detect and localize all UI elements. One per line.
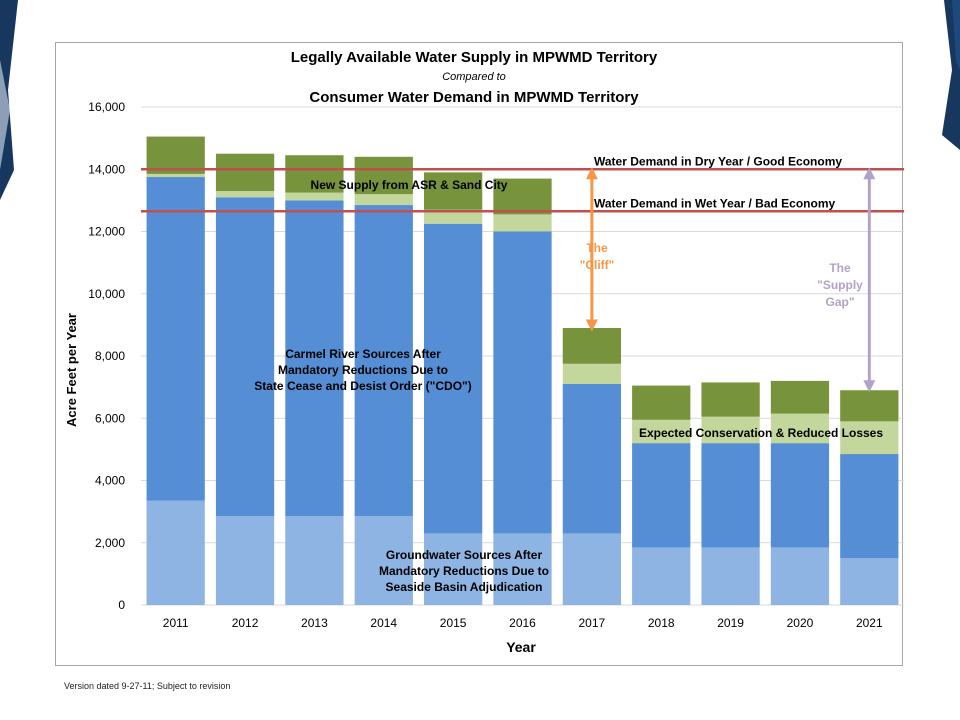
x-tick-label: 2021: [856, 616, 883, 630]
bar-segment-groundwater: [285, 516, 344, 605]
bar-segment-new_supply: [146, 136, 205, 174]
bar-segment-groundwater: [770, 547, 830, 605]
x-tick-label: 2017: [579, 616, 606, 630]
bar-segment-conservation: [285, 192, 344, 201]
bar-segment-new_supply: [424, 172, 483, 210]
annotation-text: New Supply from ASR & Sand City: [311, 178, 508, 192]
chart-subtitle: Compared to: [442, 71, 506, 83]
bar-segment-new_supply: [215, 153, 275, 192]
annotation-text: The: [829, 261, 851, 275]
bar-segment-conservation: [701, 416, 760, 444]
x-tick-label: 2020: [787, 616, 814, 630]
x-tick-label: 2018: [648, 616, 675, 630]
y-axis-title: Acre Feet per Year: [64, 313, 79, 427]
annotation-text: Mandatory Reductions Due to: [379, 564, 549, 578]
axis-ticks: 0 2,000 4,000 6,000 8,000 10,000 12,000 14,000 1…: [88, 100, 883, 630]
y-tick-label: 10,000: [88, 287, 125, 301]
bar-segment-new_supply: [562, 327, 621, 364]
x-tick-label: 2011: [163, 616, 189, 630]
annotation-text: "Supply: [817, 278, 863, 292]
version-footnote: Version dated 9-27-11; Subject to revisi…: [64, 681, 231, 691]
chart-frame: Legally Available Water Supply in MPWMD …: [55, 42, 904, 666]
bar-segment-conservation: [493, 214, 552, 232]
bar-segment-groundwater: [354, 516, 413, 605]
x-tick-label: 2014: [370, 616, 397, 630]
bar-segment-new_supply: [701, 382, 760, 417]
bar-segment-groundwater: [840, 558, 899, 605]
stacked-bar-chart: Legally Available Water Supply in MPWMD …: [64, 49, 904, 655]
bar-segment-carmel: [840, 454, 899, 559]
x-tick-label: 2015: [440, 616, 467, 630]
x-tick-label: 2016: [509, 616, 536, 630]
chart-title: Legally Available Water Supply in MPWMD …: [291, 49, 658, 66]
bar-segment-new_supply: [840, 390, 899, 422]
annotation-text: Mandatory Reductions Due to: [278, 363, 448, 377]
bar-segment-new_supply: [354, 156, 413, 195]
bar-segment-groundwater: [632, 547, 691, 605]
bar-segment-groundwater: [493, 533, 552, 605]
chart-title-2: Consumer Water Demand in MPWMD Territory: [309, 89, 639, 106]
annotation-text: Gap": [825, 295, 854, 309]
demand-lines: Water Demand in Dry Year / Good Economy W…: [141, 154, 904, 213]
bar-segment-new_supply: [632, 385, 691, 420]
corner-decoration-top-left: [0, 0, 18, 200]
bar-segment-carmel: [146, 177, 205, 501]
annotation-text: Carmel River Sources After: [285, 347, 441, 361]
bar-segment-conservation: [770, 413, 830, 444]
bar-segment-carmel: [424, 223, 483, 534]
y-tick-label: 14,000: [88, 162, 125, 176]
demand-line-label: Water Demand in Wet Year / Bad Economy: [594, 196, 836, 210]
bars: [146, 136, 899, 605]
bar-segment-groundwater: [701, 547, 760, 605]
bar-segment-new_supply: [493, 178, 552, 215]
corner-decoration-top-right: [942, 0, 960, 150]
annotations: New Supply from ASR & Sand City Carmel Ri…: [254, 167, 883, 594]
x-tick-label: 2012: [232, 616, 259, 630]
bar-segment-conservation: [354, 194, 413, 206]
corner-shape-light: [0, 60, 10, 170]
corner-shape-dark: [0, 0, 18, 200]
demand-line-label: Water Demand in Dry Year / Good Economy: [594, 154, 842, 168]
y-tick-label: 0: [118, 598, 125, 612]
bar-segment-conservation: [215, 191, 275, 198]
y-tick-label: 2,000: [95, 536, 125, 550]
y-tick-label: 12,000: [88, 225, 125, 239]
bar-segment-carmel: [493, 231, 552, 534]
bar-segment-conservation: [840, 421, 899, 455]
annotation-text: Groundwater Sources After: [386, 548, 543, 562]
bar-segment-carmel: [354, 205, 413, 517]
bar-segment-groundwater: [424, 533, 483, 605]
bar-segment-conservation: [424, 209, 483, 224]
bar-segment-groundwater: [146, 500, 205, 605]
bar-segment-new_supply: [770, 380, 830, 414]
bar-segment-carmel: [215, 197, 275, 517]
y-tick-label: 4,000: [95, 474, 125, 488]
bar-segment-groundwater: [215, 516, 275, 605]
annotation-text: "Cliff": [580, 258, 615, 272]
annotation-text: State Cease and Desist Order ("CDO"): [254, 379, 471, 393]
bar-segment-groundwater: [562, 533, 621, 605]
bar-segment-carmel: [770, 443, 830, 548]
x-tick-label: 2013: [301, 616, 328, 630]
bar-segment-carmel: [562, 384, 621, 534]
bar-segment-conservation: [146, 173, 205, 178]
x-axis-title: Year: [506, 639, 536, 655]
annotation-text: Expected Conservation & Reduced Losses: [639, 426, 883, 440]
bar-segment-carmel: [285, 200, 344, 517]
annotation-text: The: [586, 241, 608, 255]
x-tick-label: 2019: [717, 616, 744, 630]
bar-segment-carmel: [701, 443, 760, 548]
corner-shape-mid: [952, 0, 960, 70]
y-tick-label: 6,000: [95, 411, 125, 425]
bar-segment-carmel: [632, 443, 691, 548]
y-tick-label: 16,000: [88, 100, 125, 114]
bar-segment-conservation: [562, 363, 621, 385]
bar-segment-conservation: [632, 419, 691, 444]
annotation-text: Seaside Basin Adjudication: [386, 580, 543, 594]
bar-segment-new_supply: [285, 155, 344, 193]
y-tick-label: 8,000: [95, 349, 125, 363]
